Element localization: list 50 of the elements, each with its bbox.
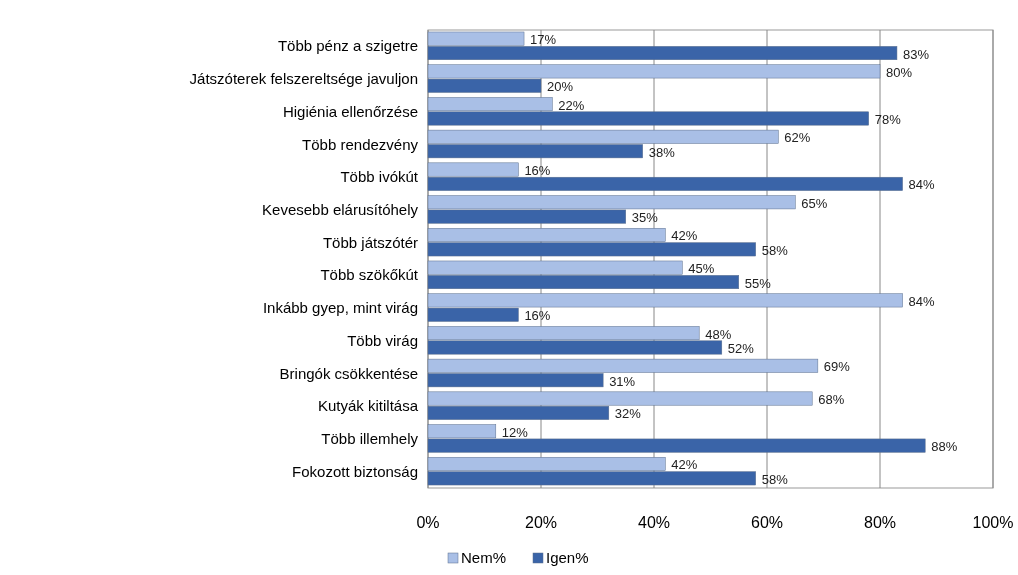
- data-label: 78%: [874, 111, 902, 127]
- data-label: 55%: [744, 275, 772, 291]
- data-label: 58%: [761, 242, 789, 258]
- x-tick-label: 20%: [524, 514, 558, 531]
- data-label: 17%: [530, 32, 557, 48]
- y-tick-label: Inkább gyep, mint virág: [262, 299, 418, 317]
- data-label: 20%: [547, 79, 574, 95]
- data-label: 80%: [886, 64, 913, 80]
- x-tick-label: 80%: [863, 514, 897, 531]
- data-label: 84%: [908, 293, 936, 309]
- y-tick-label: Kutyák kitiltása: [317, 397, 419, 415]
- y-tick-label: Kevesebb elárusítóhely: [262, 200, 419, 218]
- data-label: 58%: [761, 471, 789, 487]
- data-label: 31%: [609, 373, 636, 389]
- data-label: 16%: [524, 308, 551, 324]
- data-label: 38%: [648, 144, 676, 160]
- x-tick-label: 40%: [637, 514, 671, 531]
- data-label: 32%: [614, 406, 642, 422]
- y-tick-label: Több illemhely: [321, 429, 419, 447]
- x-tick-label: 60%: [750, 514, 784, 531]
- y-tick-label: Több pénz a szigetre: [277, 37, 418, 55]
- y-tick-label: Játszóterek felszereltsége javuljon: [189, 70, 418, 88]
- data-label: 35%: [631, 210, 659, 226]
- data-label: 88%: [931, 439, 958, 455]
- y-tick-label: Több szökőkút: [320, 266, 419, 284]
- data-label: 62%: [784, 130, 811, 146]
- y-tick-label: Fokozott biztonság: [292, 462, 418, 480]
- data-label: 45%: [688, 261, 715, 277]
- data-label: 22%: [558, 97, 585, 113]
- y-tick-label: Több rendezvény: [302, 135, 419, 153]
- data-label: 48%: [705, 326, 732, 342]
- data-label: 52%: [727, 340, 755, 356]
- y-tick-label: Több ivókút: [340, 168, 419, 186]
- x-tick-label: 0%: [416, 514, 440, 531]
- data-label: 68%: [818, 392, 845, 408]
- data-label: 42%: [671, 228, 698, 244]
- data-label: 12%: [501, 424, 529, 440]
- y-tick-label: Higiénia ellenőrzése: [282, 102, 418, 120]
- x-tick-label: 100%: [972, 514, 1014, 531]
- legend-label: Nem%: [461, 549, 507, 566]
- data-label: 65%: [801, 195, 828, 211]
- y-tick-label: Több virág: [347, 331, 418, 349]
- legend-label: Igen%: [546, 549, 589, 566]
- data-label: 42%: [671, 457, 698, 473]
- data-label: 16%: [524, 163, 551, 179]
- y-tick-label: Több játszótér: [322, 233, 418, 251]
- data-label: 84%: [908, 177, 936, 193]
- data-label: 83%: [902, 46, 930, 62]
- data-label: 69%: [823, 359, 851, 375]
- y-tick-label: Bringók csökkentése: [279, 364, 418, 382]
